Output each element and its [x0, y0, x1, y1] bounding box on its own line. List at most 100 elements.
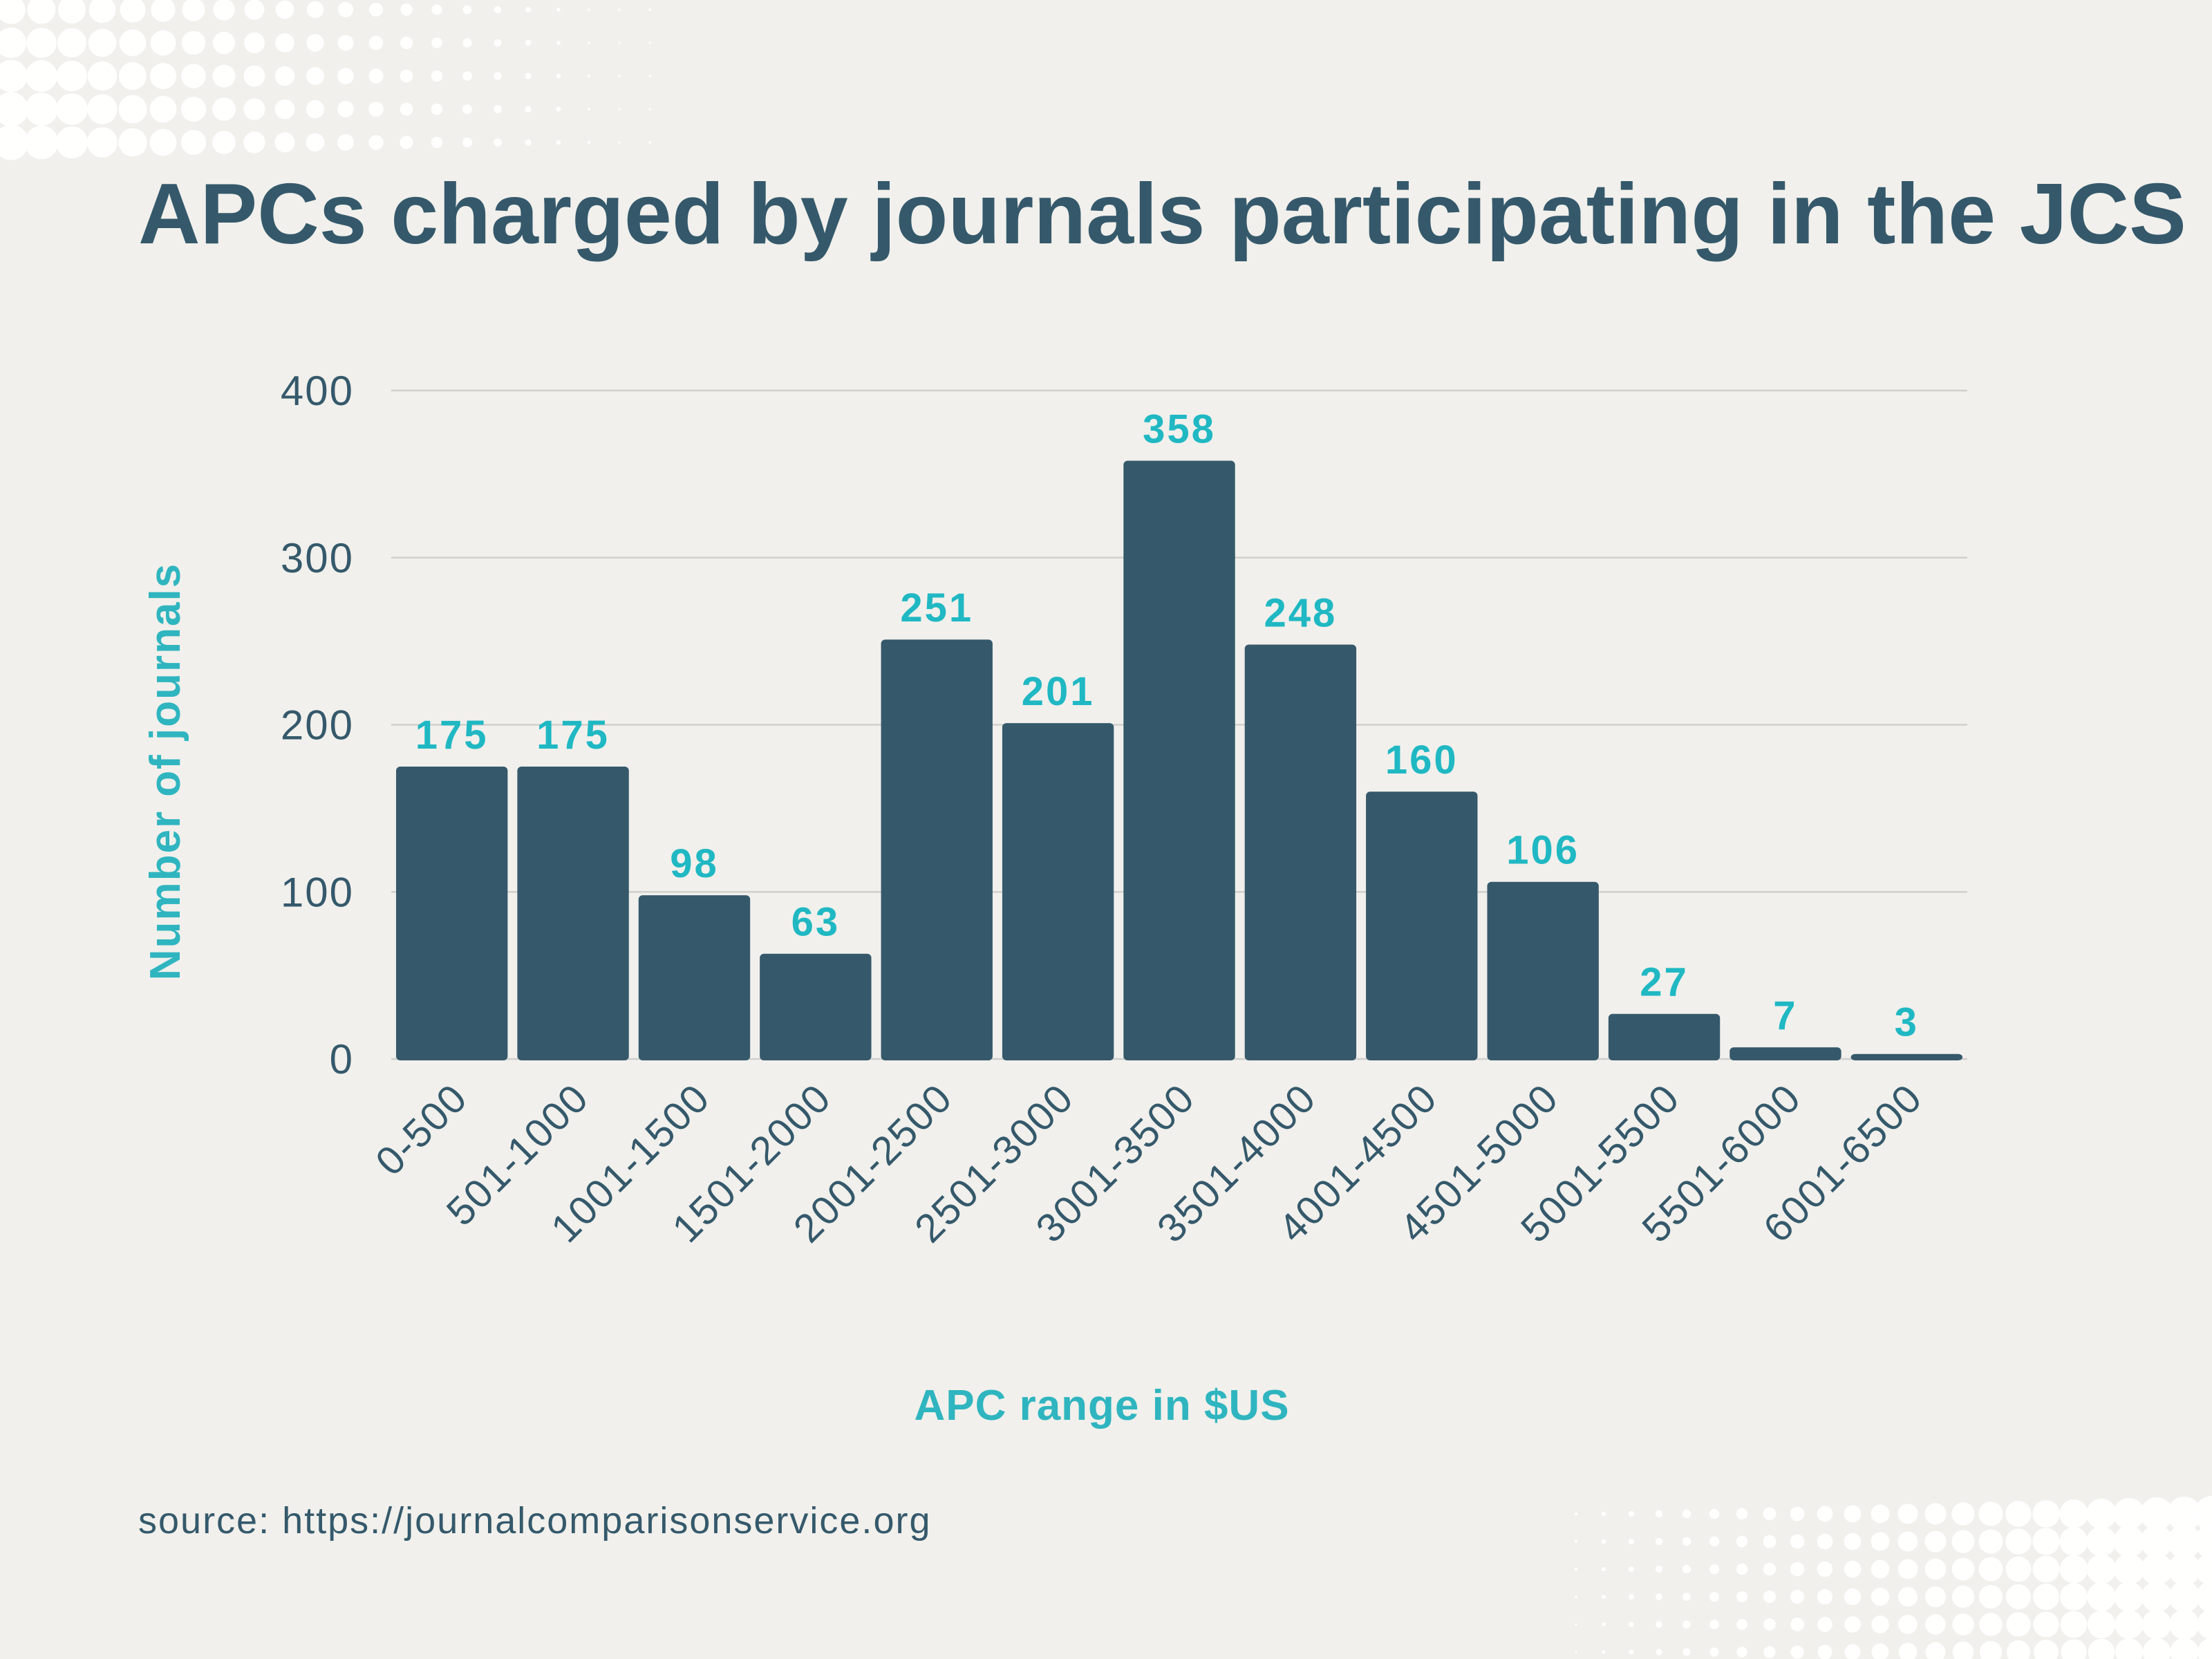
decor-dot — [1655, 1537, 1663, 1546]
bar — [1487, 881, 1599, 1060]
decor-dot — [1790, 1589, 1805, 1604]
decor-dot — [648, 41, 651, 44]
decor-dot — [1951, 1530, 1975, 1553]
decor-dot — [462, 104, 473, 115]
decor-dot — [88, 28, 117, 57]
decor-dot — [306, 1, 324, 19]
decor-dot — [1629, 1649, 1634, 1655]
decor-dot — [494, 105, 502, 113]
decor-dot — [1978, 1557, 2003, 1582]
decor-dot — [556, 106, 561, 112]
decor-dot — [55, 126, 88, 159]
decor-dot — [181, 30, 206, 55]
decor-dot — [1763, 1562, 1777, 1576]
y-tick-label: 0 — [330, 1036, 354, 1082]
data-label: 3 — [1895, 1000, 1919, 1045]
bar — [1123, 460, 1235, 1060]
decor-dot — [525, 7, 531, 12]
data-label: 248 — [1264, 590, 1337, 635]
decor-dot — [119, 29, 147, 57]
decor-dot — [151, 0, 176, 22]
decor-dot — [2087, 1582, 2116, 1611]
decor-dot — [1656, 1593, 1662, 1600]
decor-dot — [213, 0, 235, 21]
bar — [760, 953, 872, 1060]
decor-dot — [1763, 1535, 1777, 1548]
y-axis-ticks: 0 100 200 300 400 — [281, 368, 354, 1082]
decor-dot — [1924, 1530, 1947, 1553]
decor-dot — [2142, 1638, 2171, 1659]
decor-dot — [400, 135, 413, 149]
decor-dot — [1925, 1642, 1946, 1659]
decor-dot — [56, 60, 88, 92]
decor-dot — [337, 35, 354, 51]
decor-dot — [1709, 1536, 1720, 1547]
decor-dot — [2197, 1638, 2212, 1659]
decor-dot — [25, 93, 58, 126]
decor-dot — [1601, 1566, 1606, 1572]
decor-dot — [1979, 1640, 2003, 1659]
decor-dot — [588, 8, 590, 11]
decor-dot — [587, 74, 591, 78]
decor-dot — [57, 28, 87, 58]
decor-dot — [525, 39, 532, 46]
decor-dot — [588, 41, 590, 44]
decor-dot — [1736, 1563, 1748, 1575]
decor-dot — [1736, 1647, 1747, 1658]
decor-dot — [2168, 1553, 2201, 1586]
decor-dot — [400, 102, 413, 116]
decor-dot — [180, 129, 207, 156]
decor-dot — [244, 32, 265, 53]
decor-dot — [2141, 1609, 2172, 1640]
y-tick-label: 200 — [281, 702, 354, 749]
decor-dot — [368, 102, 384, 117]
decor-dot — [648, 75, 651, 77]
decor-dot — [1575, 1623, 1577, 1626]
decor-dot — [2168, 1581, 2200, 1613]
decor-dot — [1709, 1647, 1719, 1657]
data-label: 175 — [415, 713, 489, 758]
decor-dot — [1978, 1529, 2003, 1554]
bar — [1608, 1013, 1721, 1060]
decor-dot — [0, 0, 26, 24]
decor-dot — [400, 36, 413, 50]
decor-dot — [2032, 1555, 2060, 1583]
data-label: 98 — [670, 841, 719, 886]
decor-dot — [462, 71, 472, 81]
bar — [1366, 791, 1478, 1060]
decor-dot — [1655, 1565, 1663, 1573]
data-label: 160 — [1385, 738, 1459, 782]
data-label: 175 — [536, 713, 610, 758]
decor-dot — [1602, 1595, 1606, 1599]
decor-dot — [462, 38, 472, 48]
decor-dot — [2005, 1501, 2032, 1527]
decor-dot — [400, 3, 413, 16]
decor-dot — [648, 8, 651, 11]
decor-dot — [1871, 1643, 1889, 1659]
decor-dot — [274, 66, 295, 86]
decor-dot — [1951, 1585, 1975, 1609]
decor-dot — [462, 137, 473, 148]
decor-dot — [1628, 1566, 1635, 1573]
decor-dot — [56, 93, 88, 125]
decor-dot — [368, 35, 384, 50]
decor-dot — [556, 140, 561, 145]
decor-dot — [274, 132, 295, 153]
decor-dot — [244, 0, 265, 20]
bar — [517, 766, 629, 1060]
decor-dot — [2115, 1638, 2143, 1659]
decor-dot — [2195, 1524, 2212, 1559]
decor-dot — [2033, 1611, 2059, 1638]
decor-dot — [118, 62, 147, 91]
decor-dot — [1682, 1537, 1691, 1546]
decor-dot — [1628, 1510, 1635, 1517]
decor-dot — [1817, 1617, 1833, 1632]
decor-dot — [2140, 1525, 2173, 1558]
decor-dot — [1897, 1531, 1918, 1552]
decor-dot — [24, 125, 59, 160]
decor-dot — [2113, 1498, 2145, 1530]
decor-dot — [1924, 1558, 1947, 1580]
bar — [1850, 1053, 1962, 1060]
